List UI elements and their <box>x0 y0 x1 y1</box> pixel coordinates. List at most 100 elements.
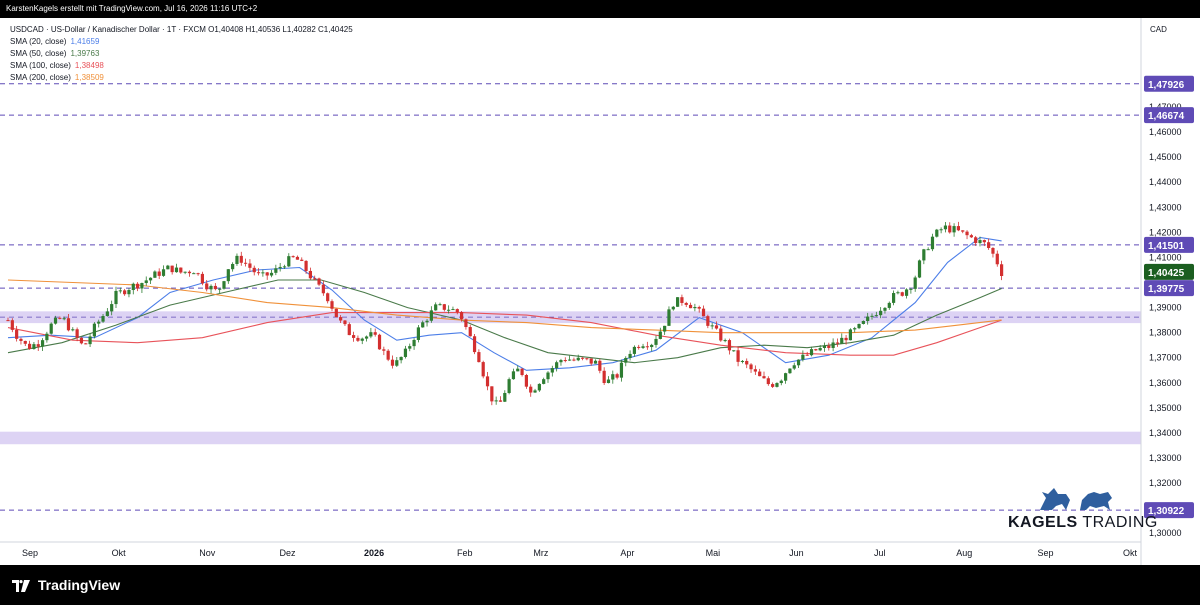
candle-body[interactable] <box>79 337 84 344</box>
candle-body[interactable] <box>334 308 338 318</box>
candle-body[interactable] <box>343 320 347 325</box>
candle-body[interactable] <box>252 267 256 273</box>
candle-body[interactable] <box>706 316 710 326</box>
candle-body[interactable] <box>140 283 144 289</box>
candle-body[interactable] <box>628 353 632 358</box>
candle-body[interactable] <box>256 272 261 274</box>
candle-body[interactable] <box>896 292 900 294</box>
candle-body[interactable] <box>593 360 598 364</box>
candle-body[interactable] <box>507 379 511 393</box>
candle-body[interactable] <box>913 277 917 289</box>
candle-body[interactable] <box>775 383 779 387</box>
candle-body[interactable] <box>498 400 503 402</box>
candle-body[interactable] <box>658 331 662 339</box>
sma-line-1[interactable] <box>7 236 1002 371</box>
candle-body[interactable] <box>520 368 524 376</box>
candle-body[interactable] <box>313 278 317 280</box>
candle-body[interactable] <box>148 277 153 281</box>
candle-body[interactable] <box>952 226 956 233</box>
candle-body[interactable] <box>282 266 287 268</box>
level-price-tag[interactable] <box>1144 280 1194 297</box>
candle-body[interactable] <box>32 344 36 350</box>
candle-body[interactable] <box>6 320 10 322</box>
candle-body[interactable] <box>425 320 429 323</box>
candle-body[interactable] <box>265 272 269 276</box>
candle-body[interactable] <box>563 360 567 362</box>
candle-body[interactable] <box>667 309 671 326</box>
candle-body[interactable] <box>472 336 477 353</box>
candle-body[interactable] <box>680 297 684 303</box>
candle-body[interactable] <box>451 309 455 311</box>
candle-body[interactable] <box>161 269 166 276</box>
candle-body[interactable] <box>291 256 295 258</box>
candle-body[interactable] <box>356 337 360 341</box>
candle-body[interactable] <box>710 325 714 327</box>
candle-body[interactable] <box>274 268 278 273</box>
candle-body[interactable] <box>814 349 818 351</box>
candle-body[interactable] <box>127 290 131 295</box>
candle-body[interactable] <box>831 342 835 348</box>
candle-body[interactable] <box>568 359 572 361</box>
candle-body[interactable] <box>861 320 865 324</box>
candle-body[interactable] <box>987 242 991 248</box>
candle-body[interactable] <box>887 302 891 308</box>
candle-body[interactable] <box>226 269 230 282</box>
candle-body[interactable] <box>84 343 88 345</box>
candle-body[interactable] <box>442 304 446 310</box>
candle-body[interactable] <box>663 325 667 332</box>
candle-body[interactable] <box>771 384 775 387</box>
candle-body[interactable] <box>339 317 343 321</box>
candle-body[interactable] <box>235 255 239 264</box>
candle-body[interactable] <box>598 360 602 371</box>
candle-body[interactable] <box>136 283 140 289</box>
candle-body[interactable] <box>723 340 727 342</box>
candle-body[interactable] <box>153 271 157 278</box>
candle-body[interactable] <box>477 352 481 363</box>
candle-body[interactable] <box>248 263 252 268</box>
candle-body[interactable] <box>58 317 62 319</box>
level-price-tag[interactable] <box>1144 107 1194 124</box>
candle-body[interactable] <box>231 263 235 270</box>
candle-body[interactable] <box>40 340 45 347</box>
candle-body[interactable] <box>688 304 693 309</box>
current-price-tag[interactable] <box>1144 263 1194 280</box>
level-price-tag[interactable] <box>1144 75 1194 92</box>
candle-body[interactable] <box>416 327 420 340</box>
candle-body[interactable] <box>485 376 490 387</box>
candle-body[interactable] <box>857 323 861 329</box>
candle-body[interactable] <box>749 364 753 370</box>
candle-body[interactable] <box>377 334 382 350</box>
candle-body[interactable] <box>347 324 351 336</box>
candle-body[interactable] <box>19 338 23 341</box>
candle-body[interactable] <box>948 225 952 233</box>
candle-body[interactable] <box>589 358 593 364</box>
candle-body[interactable] <box>192 273 196 275</box>
candle-body[interactable] <box>650 344 654 348</box>
candle-body[interactable] <box>684 302 688 305</box>
candle-body[interactable] <box>434 304 438 311</box>
sma-line-4[interactable] <box>7 279 1002 334</box>
candle-body[interactable] <box>542 379 546 384</box>
candle-body[interactable] <box>200 273 204 284</box>
candle-body[interactable] <box>654 338 658 345</box>
candle-body[interactable] <box>157 271 161 276</box>
candle-body[interactable] <box>429 310 433 321</box>
candle-body[interactable] <box>559 360 563 363</box>
price-chart[interactable]: CAD 1,47000 1,46000 1,45000 1,44000 1,43000 1,… <box>0 18 1200 565</box>
candle-body[interactable] <box>555 362 559 369</box>
candle-body[interactable] <box>183 271 187 273</box>
candle-body[interactable] <box>92 323 96 337</box>
candle-body[interactable] <box>386 350 390 360</box>
candle-body[interactable] <box>822 345 827 348</box>
candle-body[interactable] <box>619 362 624 378</box>
candle-body[interactable] <box>261 272 265 274</box>
candle-body[interactable] <box>740 360 744 362</box>
candle-body[interactable] <box>395 360 399 366</box>
candle-body[interactable] <box>295 256 300 260</box>
candle-body[interactable] <box>1000 264 1004 276</box>
candle-body[interactable] <box>179 267 183 273</box>
candle-body[interactable] <box>28 343 32 350</box>
candle-body[interactable] <box>615 374 619 378</box>
candle-body[interactable] <box>827 345 831 348</box>
candle-body[interactable] <box>904 289 909 296</box>
